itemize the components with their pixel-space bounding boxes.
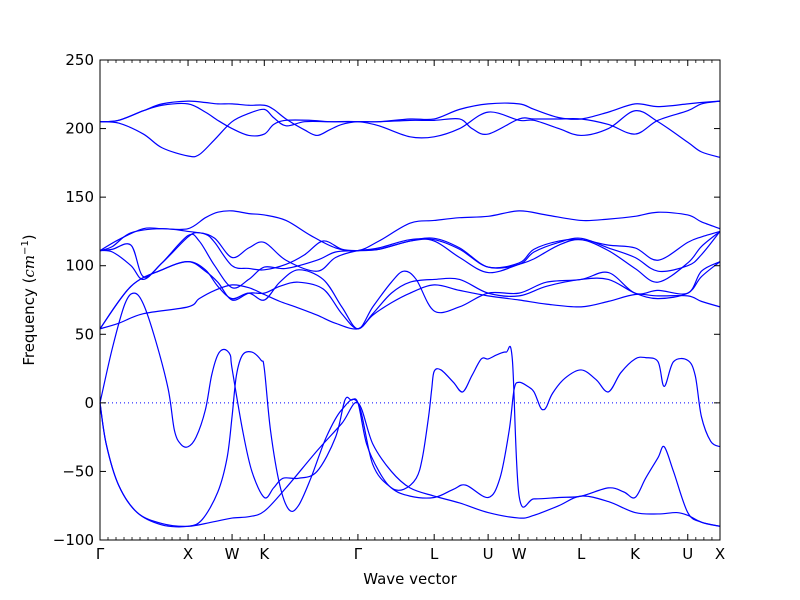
band-line-9 [99,228,721,273]
y-axis: −100 −50 0 50 100 150 200 250 [53,51,720,549]
y-tick-label: −50 [62,462,94,480]
band-line-2 [99,350,721,528]
x-axis-label: Wave vector [363,570,457,588]
band-line-11 [99,108,721,158]
x-tick-label: Γ [96,545,105,563]
band-line-10 [99,210,721,252]
y-tick-label: −100 [53,531,94,549]
x-tick-label: Γ [354,545,363,563]
x-tick-label: L [577,545,586,563]
y-tick-label: 50 [75,325,94,343]
x-tick-label: W [225,545,240,563]
x-tick-label: W [512,545,527,563]
y-axis-label-unit: cm [20,255,38,278]
plot-area [99,100,721,528]
y-axis-label-exp: −1 [20,240,31,255]
x-tick-label: L [430,545,439,563]
band-line-13 [99,100,721,137]
x-tick-label: U [483,545,494,563]
x-tick-label: X [715,545,725,563]
x-tick-label: K [630,545,641,563]
x-tick-label: K [259,545,270,563]
y-tick-label: 150 [65,188,94,206]
y-tick-label: 100 [65,257,94,275]
y-axis-label: Frequency (cm−1) [20,234,38,365]
band-line-5 [99,260,721,330]
x-tick-label: X [183,545,193,563]
x-tick-label: U [682,545,693,563]
band-line-4 [99,284,721,330]
y-axis-label-main: Frequency ( [20,278,38,366]
y-tick-label: 250 [65,51,94,69]
band-line-3 [99,292,721,527]
y-tick-label: 200 [65,120,94,138]
band-line-6 [99,260,721,330]
axes-frame [99,59,721,541]
y-tick-label: 0 [84,394,94,412]
y-axis-label-close: ) [20,234,38,240]
